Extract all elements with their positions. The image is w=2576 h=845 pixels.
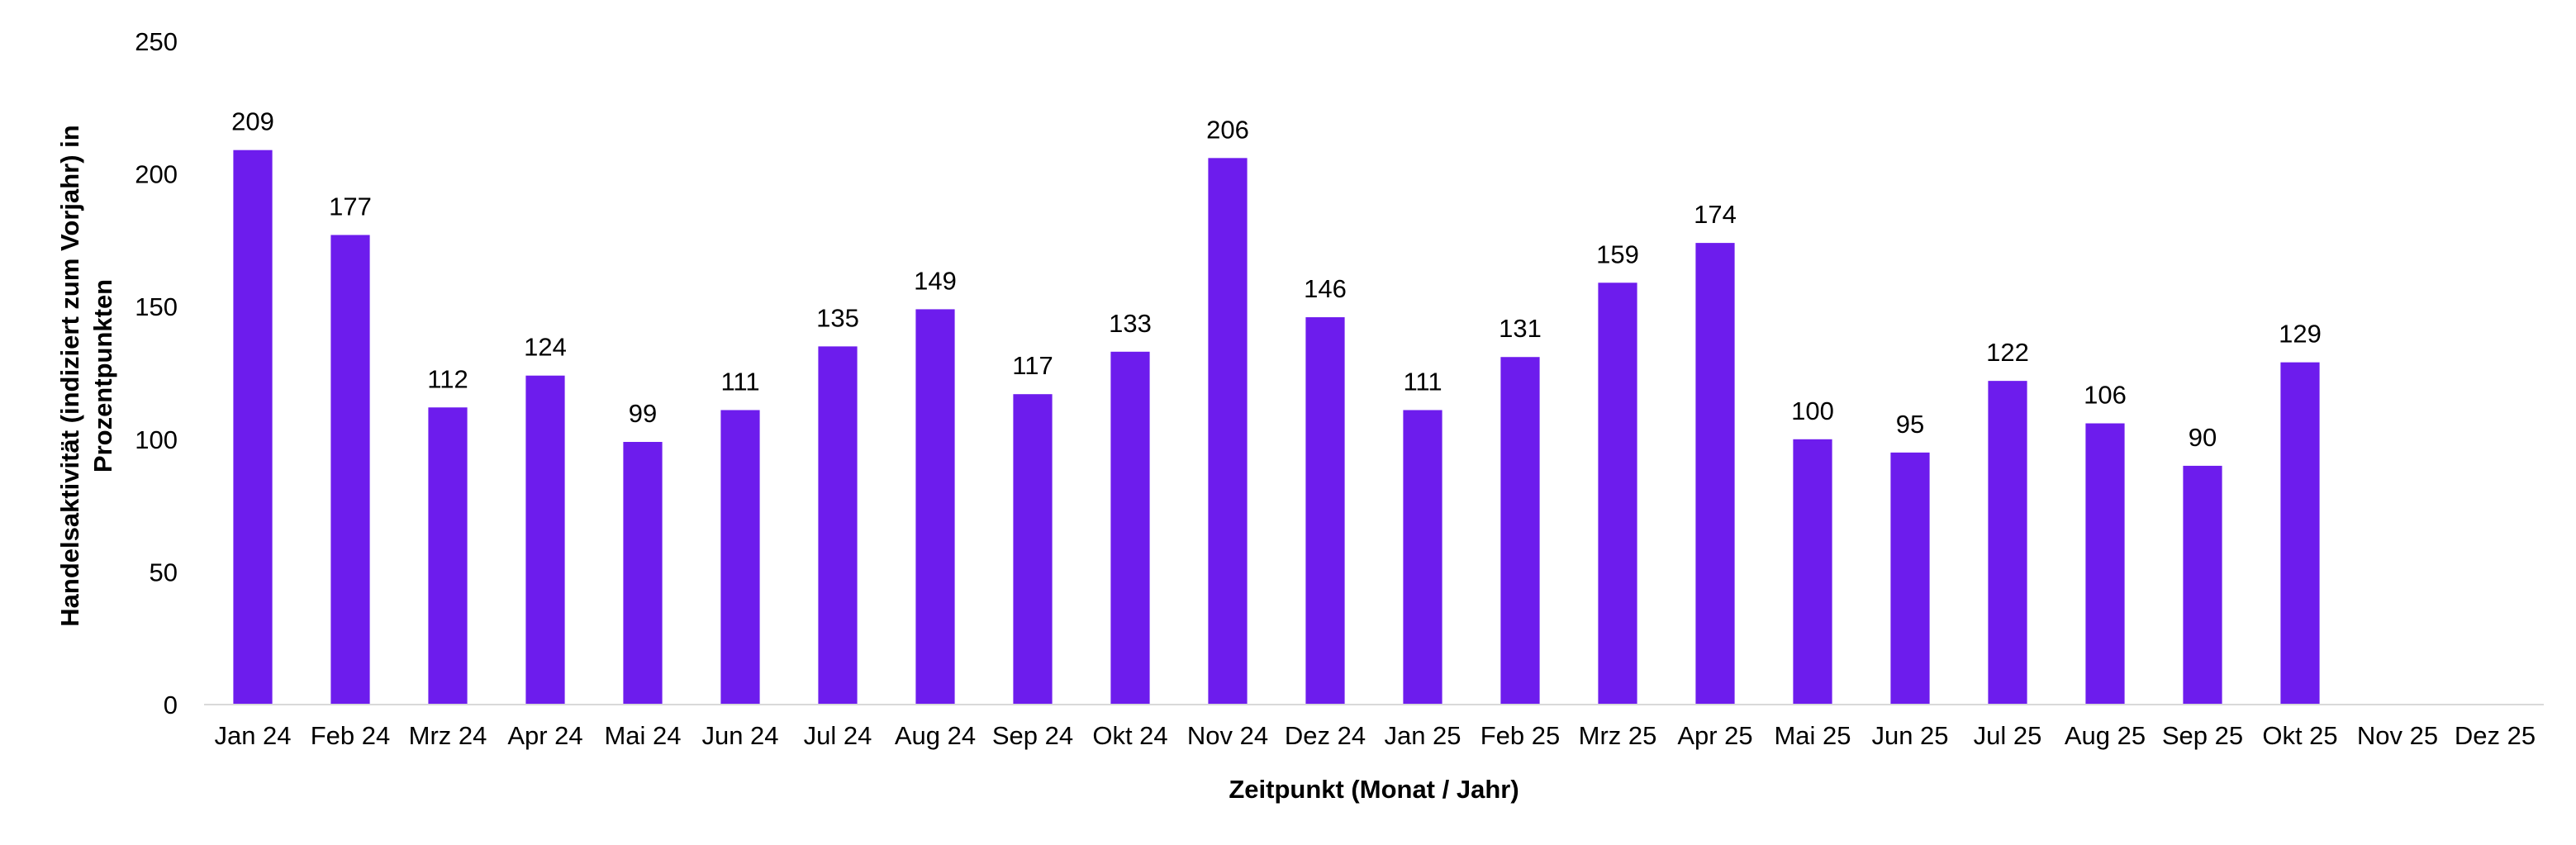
x-tick-label: Okt 25 bbox=[2262, 721, 2337, 750]
y-tick-label: 250 bbox=[135, 27, 178, 56]
bar bbox=[1013, 394, 1053, 705]
x-tick-label: Jan 25 bbox=[1384, 721, 1461, 750]
bar bbox=[233, 150, 273, 705]
bar bbox=[428, 407, 468, 705]
x-tick-label: Okt 24 bbox=[1092, 721, 1167, 750]
data-label: 95 bbox=[1896, 410, 1924, 439]
bar bbox=[720, 410, 760, 705]
bar bbox=[1793, 439, 1832, 705]
y-tick-label: 150 bbox=[135, 292, 178, 321]
bars bbox=[233, 150, 2320, 705]
bar bbox=[915, 309, 955, 705]
x-tick-label: Apr 25 bbox=[1677, 721, 1752, 750]
x-tick-label: Jun 24 bbox=[701, 721, 778, 750]
data-label: 131 bbox=[1499, 314, 1542, 343]
bar bbox=[330, 235, 370, 705]
x-tick-label: Dez 24 bbox=[1285, 721, 1366, 750]
data-label: 90 bbox=[2189, 423, 2217, 452]
data-label: 117 bbox=[1012, 351, 1053, 380]
x-tick-label: Jan 24 bbox=[214, 721, 291, 750]
x-tick-label: Feb 25 bbox=[1480, 721, 1561, 750]
x-tick-label: Jun 25 bbox=[1871, 721, 1948, 750]
bar bbox=[1695, 243, 1735, 705]
bar bbox=[2183, 465, 2222, 705]
data-label: 106 bbox=[2084, 381, 2127, 410]
y-tick-label: 0 bbox=[164, 691, 178, 719]
bar bbox=[1403, 410, 1442, 705]
data-label: 112 bbox=[427, 364, 468, 393]
data-label: 209 bbox=[231, 107, 274, 136]
y-axis-title-line-2-text: Prozentpunkten bbox=[88, 279, 117, 472]
bar bbox=[525, 375, 565, 705]
bar bbox=[1110, 351, 1150, 705]
data-label: 99 bbox=[629, 399, 657, 428]
x-tick-label: Jul 25 bbox=[1974, 721, 2042, 750]
data-label: 177 bbox=[329, 192, 372, 221]
data-label: 174 bbox=[1694, 200, 1737, 229]
data-label: 129 bbox=[2279, 320, 2322, 349]
y-axis-title: Handelsaktivität (indiziert zum Vorjahr)… bbox=[55, 125, 84, 626]
y-axis-title-line-2: Prozentpunkten bbox=[88, 279, 117, 472]
x-tick-label: Mai 25 bbox=[1774, 721, 1851, 750]
x-tick-label: Mrz 24 bbox=[409, 721, 487, 750]
data-label: 149 bbox=[914, 266, 957, 295]
bar bbox=[1305, 317, 1345, 705]
y-tick-label: 50 bbox=[150, 558, 178, 586]
data-label: 111 bbox=[1403, 367, 1442, 396]
x-tick-label: Apr 24 bbox=[507, 721, 582, 750]
bar bbox=[1208, 158, 1248, 705]
bar bbox=[2280, 362, 2320, 705]
bar bbox=[1500, 357, 1540, 705]
data-label: 124 bbox=[524, 333, 567, 362]
data-label: 159 bbox=[1596, 240, 1639, 268]
x-tick-label: Dez 25 bbox=[2455, 721, 2536, 750]
data-labels: 209 177 112 124 99 111 135 149 117 133 206 146 111 13… bbox=[231, 107, 2322, 452]
bar bbox=[1598, 282, 1637, 705]
bar bbox=[1988, 381, 2027, 705]
x-tick-label: Mai 24 bbox=[604, 721, 681, 750]
data-label: 111 bbox=[720, 367, 759, 396]
x-axis-ticks: Jan 24 Feb 24 Mrz 24 Apr 24 Mai 24 Jun 24 Jul … bbox=[214, 721, 2536, 750]
x-axis-title: Zeitpunkt (Monat / Jahr) bbox=[1229, 775, 1519, 804]
x-tick-label: Feb 24 bbox=[311, 721, 391, 750]
data-label: 135 bbox=[816, 303, 859, 332]
data-label: 100 bbox=[1791, 396, 1834, 425]
bar bbox=[623, 442, 663, 705]
x-tick-label: Sep 24 bbox=[992, 721, 1073, 750]
bar bbox=[1890, 452, 1930, 705]
data-label: 122 bbox=[1986, 338, 2029, 367]
x-tick-label: Mrz 25 bbox=[1579, 721, 1657, 750]
y-axis-title-line-1: Handelsaktivität (indiziert zum Vorjahr)… bbox=[55, 125, 84, 626]
x-tick-label: Nov 25 bbox=[2357, 721, 2438, 750]
bar bbox=[818, 346, 858, 705]
y-tick-label: 100 bbox=[135, 425, 178, 454]
x-tick-label: Sep 25 bbox=[2162, 721, 2243, 750]
x-tick-label: Aug 25 bbox=[2065, 721, 2146, 750]
x-tick-label: Aug 24 bbox=[895, 721, 976, 750]
bar bbox=[2085, 423, 2125, 705]
data-label: 206 bbox=[1206, 115, 1249, 144]
data-label: 146 bbox=[1304, 274, 1347, 303]
y-tick-label: 200 bbox=[135, 160, 178, 189]
x-tick-label: Jul 24 bbox=[804, 721, 872, 750]
x-tick-label: Nov 24 bbox=[1187, 721, 1268, 750]
data-label: 133 bbox=[1109, 309, 1152, 338]
y-axis-ticks: 0 50 100 150 200 250 bbox=[135, 27, 178, 719]
